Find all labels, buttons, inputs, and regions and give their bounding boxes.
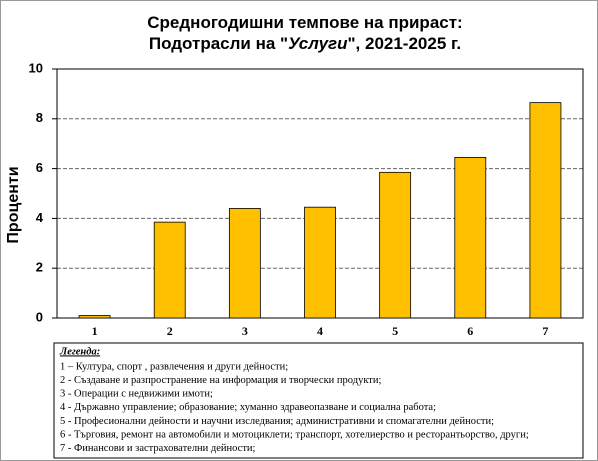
legend-item: 1 – Култура, спорт , развлечения и други… — [60, 361, 288, 372]
bar — [78, 315, 111, 319]
legend-item: 3 - Операции с недвижими имоти; — [60, 389, 213, 400]
legend-item: 6 - Търговия, ремонт на автомобили и мот… — [60, 429, 529, 440]
y-tick-label: 8 — [36, 110, 43, 125]
legend-title: Легенда: — [59, 346, 100, 357]
title-part: ", 2021-2025 г. — [347, 34, 461, 53]
y-tick-label: 6 — [36, 160, 43, 175]
x-tick-label: 2 — [167, 324, 173, 338]
bar — [454, 156, 487, 319]
y-axis-label: Проценти — [5, 166, 22, 243]
legend-item: 4 - Държавно управление; образование; ху… — [60, 402, 436, 413]
y-tick-label: 10 — [29, 60, 43, 75]
chart-title: Подотрасли на "Услуги", 2021-2025 г. — [149, 34, 461, 53]
x-tick-label: 5 — [392, 324, 398, 338]
x-tick-label: 7 — [542, 324, 548, 338]
bar — [379, 171, 412, 319]
x-tick-label: 4 — [317, 324, 323, 338]
x-tick-label: 3 — [242, 324, 248, 338]
bar — [228, 208, 261, 319]
x-tick-label: 6 — [467, 324, 473, 338]
legend-box — [53, 342, 584, 459]
y-tick-label: 2 — [36, 260, 43, 275]
title-part: Подотрасли на " — [149, 34, 288, 53]
y-tick-label: 4 — [36, 210, 44, 225]
chart-title: Средногодишни темпове на прираст: — [147, 13, 462, 32]
x-tick-label: 1 — [92, 324, 98, 338]
bar — [304, 206, 336, 319]
y-tick-label: 0 — [36, 309, 43, 324]
title-part: Услуги — [288, 34, 348, 53]
legend-item: 5 - Професионални дейности и научни изсл… — [60, 416, 494, 427]
title-part: Средногодишни темпове на прираст: — [147, 13, 462, 32]
bar — [153, 221, 186, 319]
legend-item: 7 - Финансови и застрахователни дейности… — [60, 443, 256, 454]
legend-item: 2 - Създаване и разпространение на инфор… — [60, 375, 382, 386]
bar — [529, 102, 562, 319]
